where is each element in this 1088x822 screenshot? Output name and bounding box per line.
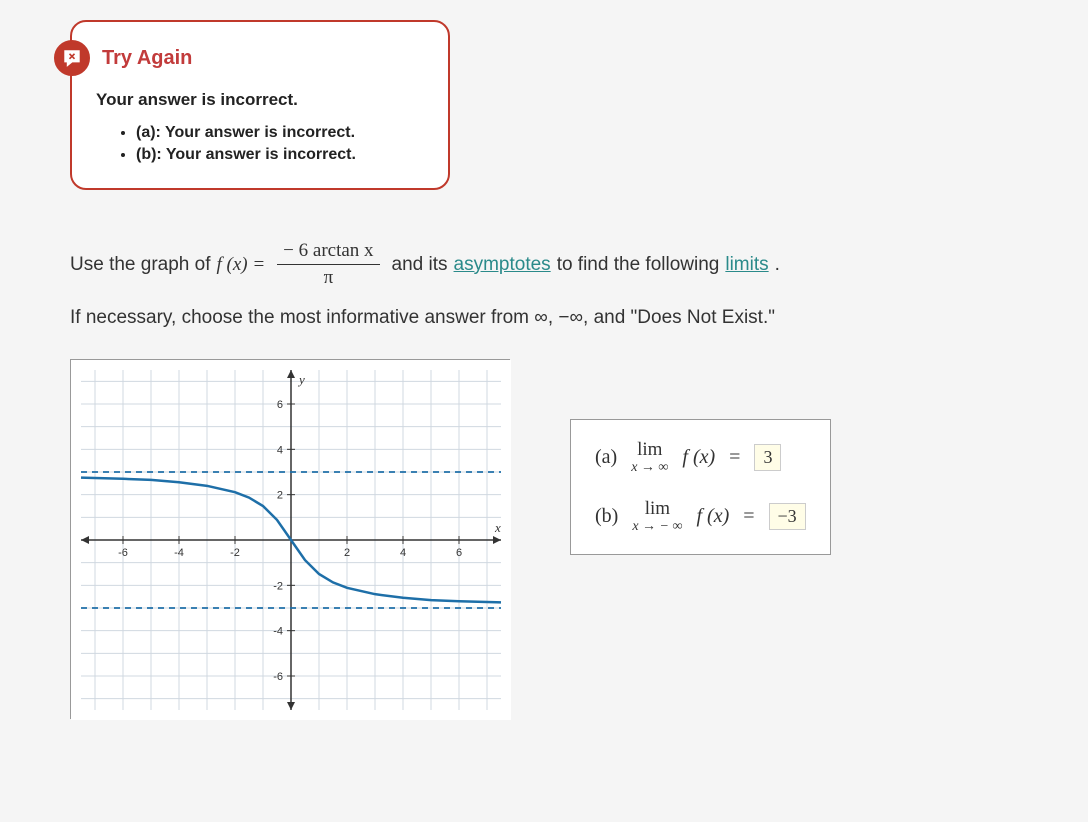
svg-text:-4: -4	[174, 547, 184, 559]
graph-svg: -6 -4 -2 2 4 6 -6 -4 -2 2 4 6 x y	[71, 360, 511, 720]
text: to find the following	[557, 254, 720, 276]
svg-text:x: x	[494, 520, 501, 535]
question-text: Use the graph of f (x) = − 6 arctan x π …	[40, 240, 1048, 329]
answer-box: (a) lim x → ∞ f (x) = 3 (b) lim x → − ∞ …	[570, 419, 831, 555]
svg-text:-4: -4	[273, 626, 283, 638]
function-lhs: f (x) =	[216, 254, 265, 276]
feedback-title: Try Again	[102, 47, 192, 70]
feedback-message: Your answer is incorrect.	[96, 90, 424, 110]
lim-text: lim	[645, 499, 670, 518]
svg-text:6: 6	[277, 399, 283, 411]
limit-b: lim x → − ∞	[632, 499, 682, 534]
feedback-item: (a): Your answer is incorrect.	[136, 124, 424, 142]
equals: =	[729, 446, 740, 469]
svg-text:y: y	[297, 372, 305, 387]
answer-input-a[interactable]: 3	[754, 444, 781, 471]
question-line-1: Use the graph of f (x) = − 6 arctan x π …	[70, 240, 1018, 289]
equals: =	[743, 505, 754, 528]
svg-text:4: 4	[400, 547, 406, 559]
numerator: − 6 arctan x	[277, 240, 379, 265]
feedback-box: Try Again Your answer is incorrect. (a):…	[70, 20, 450, 190]
text: and its	[392, 254, 448, 276]
graph: -6 -4 -2 2 4 6 -6 -4 -2 2 4 6 x y	[70, 359, 510, 719]
svg-text:-2: -2	[230, 547, 240, 559]
fraction: − 6 arctan x π	[277, 240, 379, 289]
lim-cond: x → − ∞	[632, 520, 682, 534]
answer-input-b[interactable]: −3	[769, 503, 806, 530]
question-line-2: If necessary, choose the most informativ…	[70, 307, 1018, 329]
part-label: (a)	[595, 446, 617, 469]
answer-row-b: (b) lim x → − ∞ f (x) = −3	[595, 499, 806, 534]
svg-text:-6: -6	[273, 671, 283, 683]
svg-text:6: 6	[456, 547, 462, 559]
svg-text:-6: -6	[118, 547, 128, 559]
svg-text:2: 2	[277, 490, 283, 502]
answer-row-a: (a) lim x → ∞ f (x) = 3	[595, 440, 806, 475]
svg-text:4: 4	[277, 444, 283, 456]
chat-x-icon	[54, 40, 90, 76]
func-text: f (x)	[682, 446, 715, 469]
link-asymptotes[interactable]: asymptotes	[454, 254, 551, 276]
func-text: f (x)	[696, 505, 729, 528]
part-label: (b)	[595, 505, 618, 528]
lim-cond: x → ∞	[631, 461, 668, 475]
feedback-item: (b): Your answer is incorrect.	[136, 146, 424, 164]
svg-text:-2: -2	[273, 580, 283, 592]
text: .	[775, 254, 780, 276]
link-limits[interactable]: limits	[725, 254, 768, 276]
feedback-header: Try Again	[96, 40, 424, 76]
content-row: -6 -4 -2 2 4 6 -6 -4 -2 2 4 6 x y (a) lim x → ∞ f (x)…	[40, 359, 1048, 719]
feedback-list: (a): Your answer is incorrect. (b): Your…	[96, 124, 424, 164]
text: Use the graph of	[70, 254, 210, 276]
lim-text: lim	[637, 440, 662, 459]
denominator: π	[324, 265, 334, 289]
limit-a: lim x → ∞	[631, 440, 668, 475]
svg-text:2: 2	[344, 547, 350, 559]
